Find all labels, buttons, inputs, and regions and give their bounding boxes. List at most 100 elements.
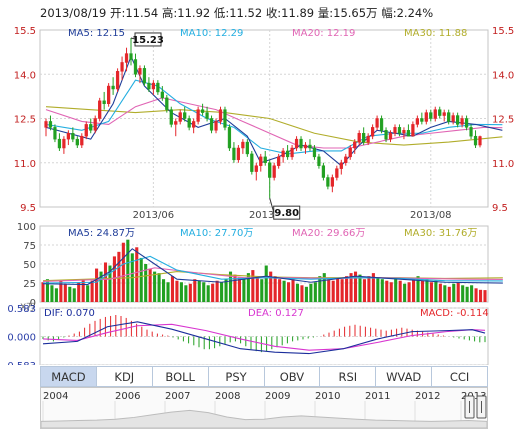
candle-body xyxy=(393,127,397,134)
candle-body xyxy=(353,141,357,149)
tab-psy[interactable]: PSY xyxy=(208,366,265,387)
candle-body xyxy=(317,156,321,166)
volume-bar xyxy=(59,280,63,302)
volume-bar xyxy=(95,268,99,302)
volume-ma10-line xyxy=(42,255,503,284)
ma30-line xyxy=(45,106,503,146)
tab-boll[interactable]: BOLL xyxy=(152,366,209,387)
volume-bar xyxy=(139,257,143,302)
volume-bar xyxy=(50,285,54,302)
volume-bar xyxy=(380,279,384,302)
volume-bar xyxy=(103,262,108,302)
volume-bar xyxy=(157,273,161,302)
candle-body xyxy=(80,135,84,146)
stock-chart[interactable]: 15.5 15.5 14.0 14.0 12.5 12.5 11.0 11.0 9.5 9.5 20… xyxy=(0,0,515,365)
candle-body xyxy=(254,165,258,172)
candle-body xyxy=(53,127,57,140)
candle-body xyxy=(375,118,379,128)
timeline-area xyxy=(40,409,488,429)
candle-body xyxy=(169,109,173,125)
candle-body xyxy=(62,138,66,149)
callout-line xyxy=(269,198,275,213)
callout-box xyxy=(134,32,162,47)
min-price-label: 9.80 xyxy=(274,208,299,219)
tab-kdj[interactable]: KDJ xyxy=(96,366,153,387)
volume-bar xyxy=(447,286,451,302)
candle-body xyxy=(232,147,236,161)
candle-body xyxy=(406,130,411,137)
candle-body xyxy=(420,118,424,122)
candle-body xyxy=(433,109,437,119)
candle-body xyxy=(115,71,120,90)
candle-body xyxy=(48,121,53,128)
volume-bar xyxy=(461,285,465,302)
volume-bar xyxy=(237,277,241,302)
quote-low: 低:11.52 xyxy=(213,6,263,20)
volume-bar xyxy=(179,282,183,302)
candle-body xyxy=(294,138,299,149)
candle-body xyxy=(424,112,428,122)
volume-bar xyxy=(407,282,411,302)
volume-ma5-line xyxy=(42,248,503,286)
y-tick-right: 12.5 xyxy=(492,115,514,126)
x-tick-label: 2013/07 xyxy=(249,210,291,221)
candle-body xyxy=(272,165,276,178)
candle-body xyxy=(138,68,142,75)
volume-bar xyxy=(420,280,425,302)
tab-rsi[interactable]: RSI xyxy=(320,366,377,387)
volume-legend-ma30: MA30: 31.76万 xyxy=(404,228,477,239)
legend-ma20: MA20: 12.19 xyxy=(292,28,355,39)
candle-body xyxy=(451,115,455,122)
candle-body xyxy=(107,85,111,105)
volume-bar xyxy=(175,280,179,302)
candle-body xyxy=(147,82,151,90)
candle-body xyxy=(174,121,178,125)
candle-body xyxy=(263,156,267,164)
volume-bar xyxy=(465,286,469,302)
tab-macd[interactable]: MACD xyxy=(40,366,97,387)
candle-body xyxy=(178,112,182,122)
volume-bar xyxy=(287,282,291,302)
candle-body xyxy=(277,156,281,166)
candle-body xyxy=(290,147,294,158)
volume-y-tick: 100 xyxy=(17,222,36,233)
volume-bar xyxy=(153,271,157,302)
y-tick-left: 15.5 xyxy=(14,26,36,37)
volume-bar xyxy=(90,280,94,302)
volume-bar xyxy=(112,256,116,302)
tab-obv[interactable]: OBV xyxy=(264,366,321,387)
volume-bar xyxy=(215,280,219,302)
volume-bar xyxy=(443,285,447,302)
candle-body xyxy=(330,177,334,187)
volume-bar xyxy=(349,273,353,302)
candle-body xyxy=(402,130,406,134)
candle-body xyxy=(209,118,214,131)
timeline-overview[interactable]: 200420062007200820092010201120122013 xyxy=(40,388,488,429)
candle-body xyxy=(268,162,272,178)
volume-bar xyxy=(166,282,170,302)
candle-body xyxy=(241,141,245,149)
dea-line xyxy=(42,323,486,351)
tab-cci[interactable]: CCI xyxy=(432,366,488,387)
candle-body xyxy=(312,147,317,158)
volume-bar xyxy=(242,279,246,302)
timeline-navigator[interactable]: 200420062007200820092010201120122013 xyxy=(40,387,488,429)
volume-bar xyxy=(224,279,228,302)
timeline-year-label: 2011 xyxy=(365,391,390,402)
volume-bar xyxy=(233,274,237,302)
volume-bar xyxy=(211,283,215,302)
candle-body xyxy=(223,109,227,128)
volume-bar xyxy=(295,283,300,302)
candle-body xyxy=(89,124,93,131)
volume-bar xyxy=(251,270,255,302)
volume-bar xyxy=(255,276,259,302)
volume-bar xyxy=(282,280,286,302)
volume-bar xyxy=(121,242,125,302)
volume-bar xyxy=(273,276,277,302)
volume-bar xyxy=(99,271,103,302)
volume-bar xyxy=(86,285,90,302)
volume-bar xyxy=(108,265,112,302)
tab-wvad[interactable]: WVAD xyxy=(376,366,433,387)
candle-body xyxy=(321,165,326,178)
candle-body xyxy=(335,168,339,178)
